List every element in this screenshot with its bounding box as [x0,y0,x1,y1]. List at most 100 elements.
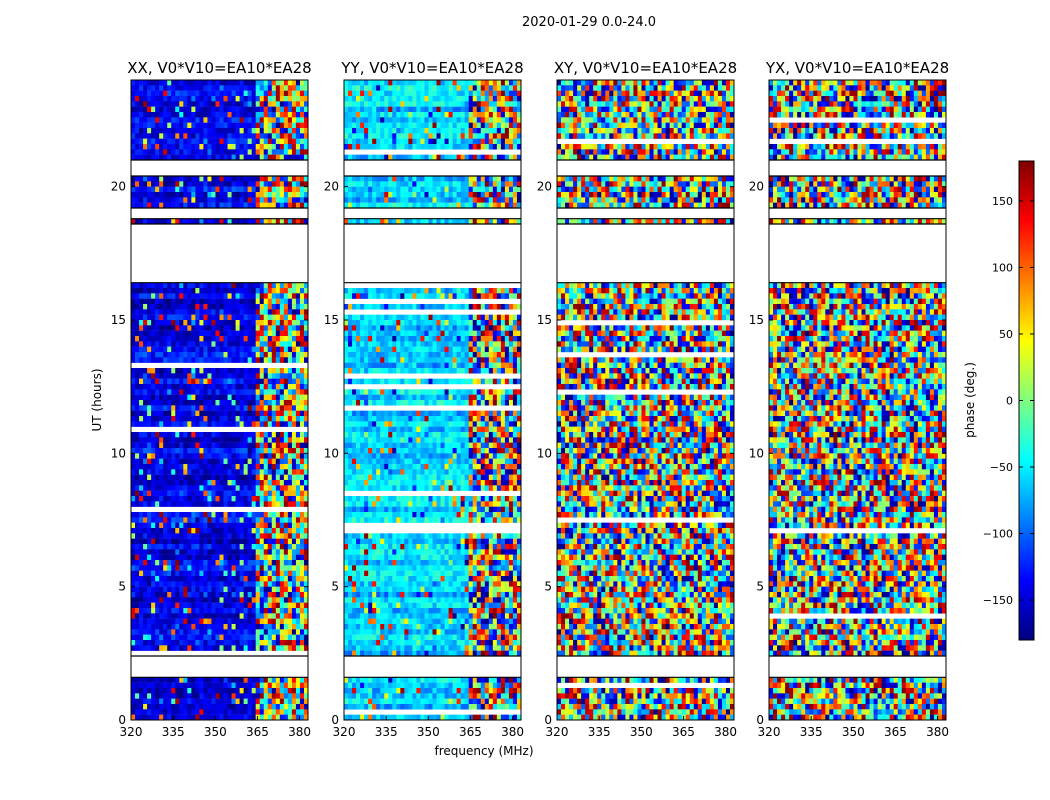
heatmap-cell [199,554,204,561]
heatmap-cell [299,592,305,598]
heatmap-cell [163,629,168,635]
heatmap-cell [231,469,236,475]
heatmap-cell [271,485,277,491]
heatmap-cell [139,421,144,427]
heatmap-cell [183,309,188,315]
heatmap-cell [303,597,309,603]
heatmap-cell [195,405,200,411]
heatmap-cell [428,176,433,182]
heatmap-cell [287,581,293,587]
heatmap-cell [516,138,522,145]
heatmap-cell [504,112,510,118]
heatmap-cell [231,96,236,102]
heatmap-cell [155,538,160,545]
heatmap-cell [412,176,417,182]
heatmap-cell [155,490,160,497]
heatmap-cell [275,405,281,411]
heatmap-cell [175,618,180,625]
heatmap-cell [235,560,241,566]
heatmap-cell [215,565,220,571]
heatmap-cell [171,112,176,118]
heatmap-cell [227,517,232,523]
heatmap-cell [251,416,257,422]
heatmap-cell [187,378,192,385]
heatmap-cell [259,597,265,603]
heatmap-cell [187,176,192,182]
heatmap-cell [275,528,281,534]
heatmap-cell [191,565,196,571]
heatmap-cell [251,538,257,545]
heatmap-cell [263,544,269,550]
heatmap-cell [295,186,301,193]
heatmap-cell [247,389,253,395]
heatmap-cell [203,624,208,630]
heatmap-cell [203,122,208,129]
heatmap-cell [251,645,257,651]
heatmap-cell [155,154,160,161]
heatmap-cell [255,138,261,145]
heatmap-cell [171,586,176,593]
heatmap-cell [239,522,245,529]
heatmap-cell [279,181,285,187]
heatmap-cell [263,512,269,518]
heatmap-cell [183,544,188,550]
heatmap-cell [235,149,241,155]
heatmap-cell [175,336,180,342]
heatmap-cell [203,405,208,411]
heatmap-cell [508,90,514,97]
heatmap-cell [235,288,241,294]
heatmap-cell [219,112,224,118]
heatmap-cell [187,298,192,305]
heatmap-cell [235,448,241,454]
heatmap-cell [175,501,180,507]
heatmap-cell [219,80,224,86]
heatmap-cell [227,288,232,294]
heatmap-cell [283,394,289,401]
heatmap-cell [271,122,277,129]
heatmap-cell [279,640,285,646]
heatmap-cell [215,698,220,705]
heatmap-cell [492,106,498,113]
heatmap-cell [384,101,389,107]
heatmap-cell [368,112,373,118]
heatmap-cell [195,554,200,561]
heatmap-cell [207,464,212,470]
heatmap-cell [243,117,249,123]
heatmap-cell [155,138,160,145]
heatmap-cell [231,533,236,539]
heatmap-cell [159,336,164,342]
heatmap-cell [303,586,309,593]
heatmap-cell [139,474,144,481]
heatmap-cell [203,469,208,475]
heatmap-cell [155,565,160,571]
heatmap-cell [303,442,309,449]
heatmap-cell [404,138,409,145]
heatmap-cell [472,101,478,107]
heatmap-cell [171,416,176,422]
heatmap-cell [360,133,365,139]
heatmap-cell [147,282,152,289]
heatmap-cell [155,405,160,411]
heatmap-cell [420,80,425,86]
heatmap-cell [416,186,421,193]
heatmap-cell [388,122,393,129]
heatmap-cell [432,181,437,187]
heatmap-cell [243,416,249,422]
heatmap-cell [183,581,188,587]
heatmap-cell [215,128,220,134]
heatmap-cell [215,453,220,459]
heatmap-cell [183,714,188,721]
heatmap-cell [203,442,208,449]
heatmap-cell [303,314,309,321]
heatmap-cell [271,613,277,619]
heatmap-cell [135,176,140,182]
heatmap-cell [227,565,232,571]
heatmap-cell [303,181,309,187]
heatmap-cell [267,330,273,337]
heatmap-cell [187,330,192,337]
heatmap-cell [215,389,220,395]
heatmap-cell [155,288,160,294]
heatmap-cell [267,96,273,102]
heatmap-cell [159,80,164,86]
heatmap-cell [191,512,196,518]
